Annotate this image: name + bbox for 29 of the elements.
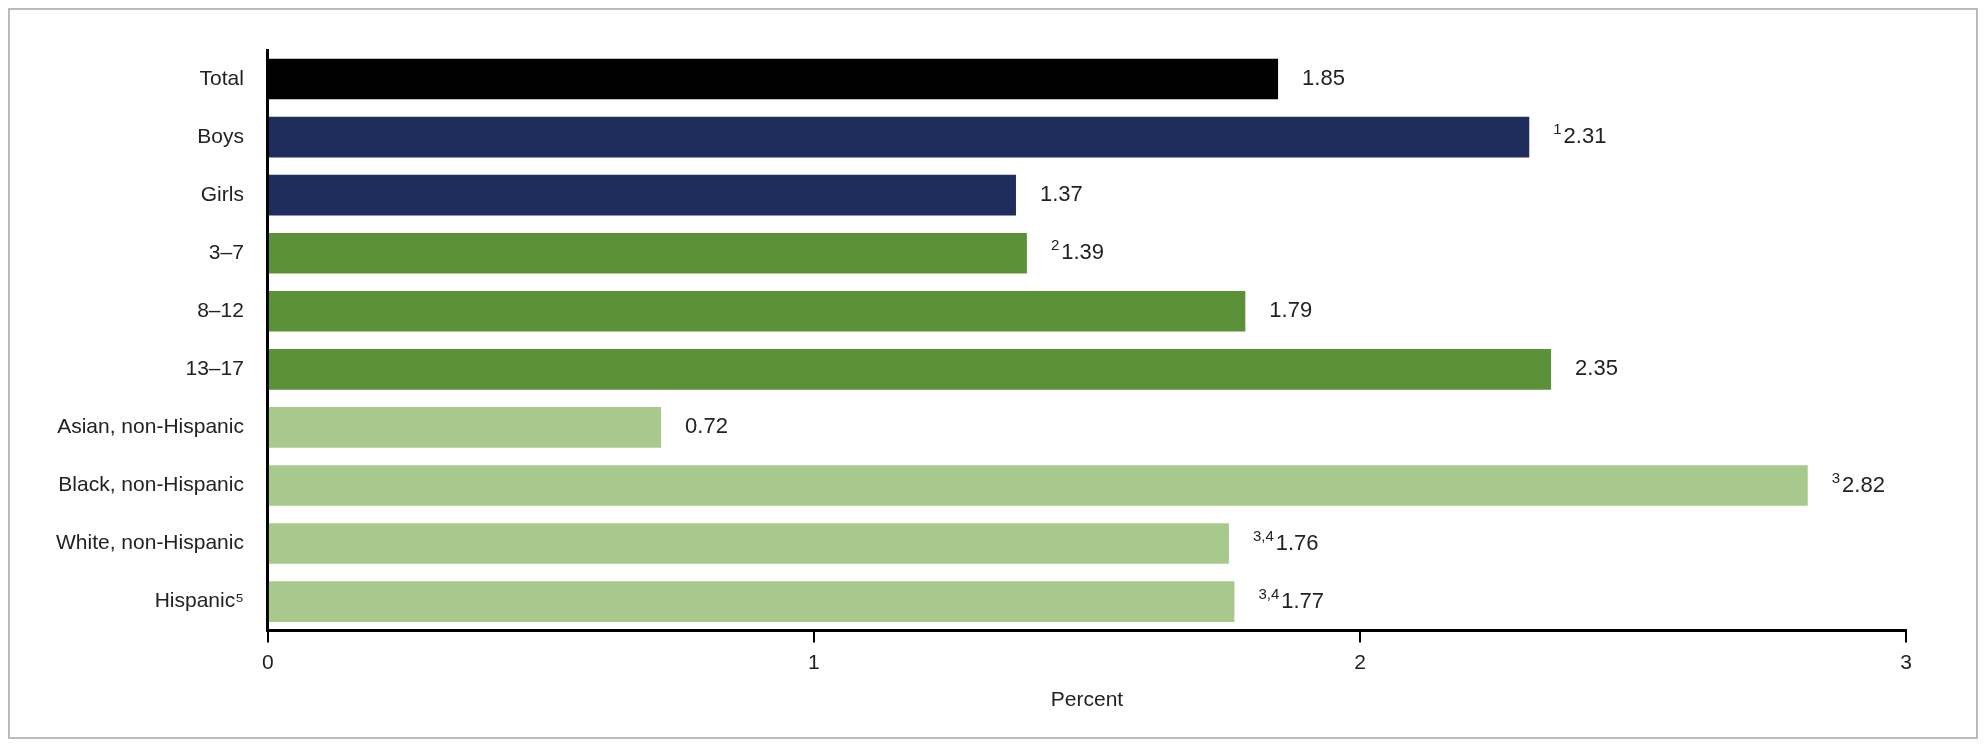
bar: [268, 232, 1027, 274]
data-label: 1.37: [1039, 181, 1083, 207]
x-tick-label: 0: [262, 650, 274, 673]
y-tick-label: 3–7: [208, 240, 244, 264]
x-tick-label: 1: [808, 650, 820, 673]
bar: [268, 174, 1016, 216]
x-axis-title: Percent: [1050, 687, 1124, 711]
x-tick-label: 3: [1900, 650, 1912, 673]
y-tick-label: Asian, non-Hispanic: [57, 414, 244, 438]
y-tick-label: Black, non-Hispanic: [58, 472, 244, 496]
y-tick-label: Girls: [200, 181, 244, 205]
y-tick-label: 13–17: [185, 356, 244, 380]
bar: [268, 523, 1229, 564]
bar: [268, 581, 1235, 622]
data-label: 0.72: [685, 413, 728, 439]
bar: [268, 349, 1552, 390]
y-tick-label: Total: [199, 65, 244, 89]
y-tick-label: Hispanic⁵: [154, 588, 244, 612]
data-label: 1.85: [1302, 65, 1345, 91]
y-tick-label: 8–12: [197, 298, 244, 322]
bar: [268, 407, 662, 448]
y-tick-label: Boys: [197, 123, 244, 147]
bar: [268, 116, 1530, 158]
bar: [268, 290, 1246, 332]
data-label: 2.35: [1575, 355, 1618, 381]
bar: [268, 465, 1808, 506]
data-label: 1.79: [1269, 297, 1313, 323]
y-tick-label: White, non-Hispanic: [55, 530, 244, 554]
x-tick-label: 2: [1354, 650, 1366, 673]
